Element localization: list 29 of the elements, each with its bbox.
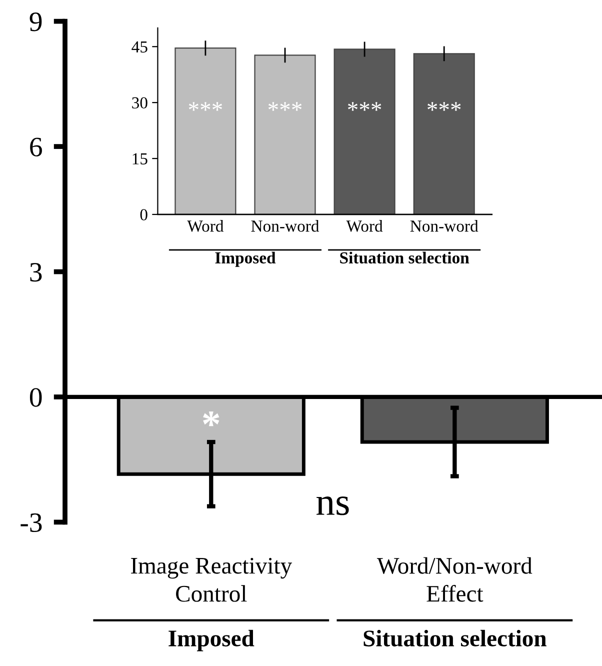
x-tick-label: Non-word (251, 220, 320, 232)
x-tick-label: Non-word (410, 220, 478, 232)
x-tick-label: Word (346, 220, 383, 232)
text: Imposed (168, 630, 254, 652)
y-tick-label: 6 (30, 138, 42, 156)
y-tick-label: 3 (30, 262, 42, 282)
bar (174, 48, 236, 214)
y-tick-label: 45 (132, 41, 148, 53)
annotation: *** (188, 102, 222, 111)
annotation: *** (268, 102, 302, 111)
annotation: Imposed (215, 252, 276, 267)
bar (334, 48, 396, 214)
bar (413, 53, 475, 214)
y-tick-label: 0 (140, 209, 148, 220)
bar (254, 54, 316, 214)
annotation: ns (316, 496, 349, 516)
annotation: *** (428, 102, 461, 111)
y-tick-label: 0 (30, 388, 42, 407)
text: Situation selection (364, 630, 546, 646)
annotation: * (203, 412, 220, 426)
y-tick-label: 15 (132, 153, 148, 164)
y-tick-label: 9 (30, 12, 42, 32)
annotation: Situation selection (340, 252, 470, 264)
x-tick-label: Word (187, 220, 224, 232)
x-tick-label: Image Reactivity Control (131, 558, 292, 602)
annotation: *** (348, 102, 382, 111)
y-tick-label: -3 (20, 513, 42, 532)
y-tick-label: 30 (132, 97, 148, 109)
x-tick-label: Word/Non-word Effect (376, 557, 532, 602)
